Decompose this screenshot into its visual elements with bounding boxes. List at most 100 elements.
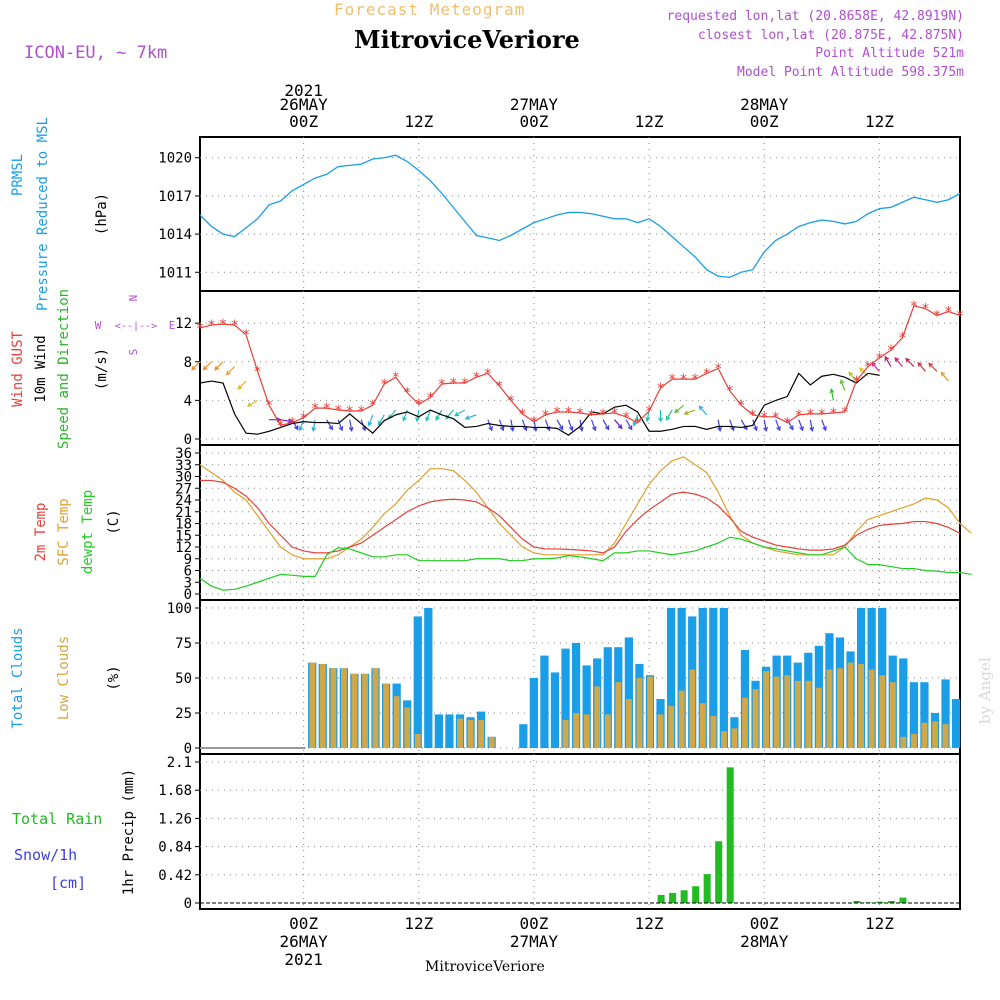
precip-label: 1hr Precip (mm) [121,769,137,895]
low-cloud-bar [309,662,316,748]
gust-marker: * [576,406,584,422]
wind-arrow-head [763,426,769,432]
low-cloud-bar [921,722,928,748]
gust-marker: * [472,370,480,386]
gust-marker: * [484,366,492,382]
gust-marker: * [345,404,353,420]
wind-arrow-head [809,426,815,432]
wind-arrow-head [402,416,407,422]
gust-marker: * [357,404,365,420]
gust-marker: * [518,407,526,423]
panel-clouds: 0 25 50 75 100 [167,599,961,757]
wind-arrow-head [367,421,373,427]
bottom-hour-label: 12Z [635,914,664,933]
wind-arrow-shaft [894,357,903,367]
low-cloud-bar [784,675,791,748]
wind-arrow-shaft [416,409,420,422]
y-tick-label: 0 [184,587,192,603]
wind-arrow-shaft [699,405,708,416]
temp-unit: (C) [106,509,122,534]
wind-arrow-head [799,426,804,432]
gust-marker: * [322,401,330,417]
wind-arrow [454,409,466,417]
low-cloud-bar [868,669,875,748]
t2m-line [200,479,961,554]
low-cloud-bar [319,664,326,748]
gust-marker: * [875,351,883,367]
top-hour-label: 12Z [865,112,894,131]
wind-arrow [729,419,735,432]
wind-arrow [246,399,258,407]
wind-arrow-head [328,425,333,431]
wind-arrow-shaft [521,419,527,431]
wind-arrow-head [532,426,538,432]
low-cloud-bar [636,678,643,748]
low-cloud-bar [858,664,865,748]
wind-arrow-shaft [763,419,767,431]
wind-arrow [665,409,673,421]
wind-arrow [763,419,769,432]
rain-bar [680,890,688,903]
gust-marker: * [783,416,791,432]
wind-arrow-shaft [368,414,374,426]
wind-arrow-shaft [666,409,673,421]
low-cloud-bar [742,697,748,748]
wind-arrow-head [859,367,864,373]
wind-arrow [632,414,639,427]
station-title: MitroviceVeriore [354,25,580,54]
rain-bar [703,874,711,903]
snow-unit: [cm] [50,874,86,892]
low-cloud-bar [488,736,495,748]
gust-marker: * [461,376,469,392]
wind-arrow [917,361,926,372]
wind-arrow-shaft [237,380,247,390]
wind-arrow [337,419,344,432]
wind-arrow-shaft [487,419,493,431]
wind-arrow [280,418,293,424]
wind-arrow-head [558,425,564,431]
total-cloud-bar [719,608,728,748]
low-cloud-bar [330,668,337,748]
wind-arrow-head [829,388,835,394]
top-hour-label: 12Z [404,112,433,131]
gust-marker: * [818,407,826,423]
gust-marker: * [737,398,745,414]
gust-marker: * [299,411,307,427]
wind-arrow-shaft [917,362,926,372]
gust-label: Wind GUST [10,331,26,407]
low-cloud-bar [478,720,485,748]
gust-marker: * [219,317,227,333]
total-cloud-bar [434,714,443,748]
y-tick-label: 24 [175,493,192,509]
top-date-label: 28MAY [740,95,789,114]
total-cloud-bar [603,647,612,748]
wind-arrow-shaft [388,409,397,419]
wind-arrow [191,361,201,371]
y-tick-label: 0 [184,896,192,912]
wind-arrow-head [658,417,664,423]
low-cloud-bar [932,721,938,748]
wind-arrow [348,419,354,432]
wind-arrow-head [202,365,208,371]
wind-arrow [614,419,623,430]
wind-arrow-head [246,402,252,407]
gust-marker: * [541,408,549,424]
low-cloud-bar [847,662,854,748]
wind-arrow-shaft [775,419,781,431]
footer-station: MitroviceVeriore [425,959,545,975]
wind-arrow-shaft [614,419,623,429]
gust-marker: * [645,404,653,420]
gust-marker: * [564,405,572,421]
low-cloud-bar [805,680,812,748]
total-cloud-bar [698,608,707,748]
y-tick-label: 15 [175,528,192,544]
low-cloud-bar [773,676,780,748]
wind-arrow-head [917,361,923,367]
bottom-hour-label: 12Z [404,914,433,933]
wind-arrow-shaft [884,356,892,367]
wind-arrow [674,404,685,414]
wind-arrow-shaft [674,404,685,413]
total-cloud-bar [445,714,454,748]
total-cloud-bar [529,678,538,748]
